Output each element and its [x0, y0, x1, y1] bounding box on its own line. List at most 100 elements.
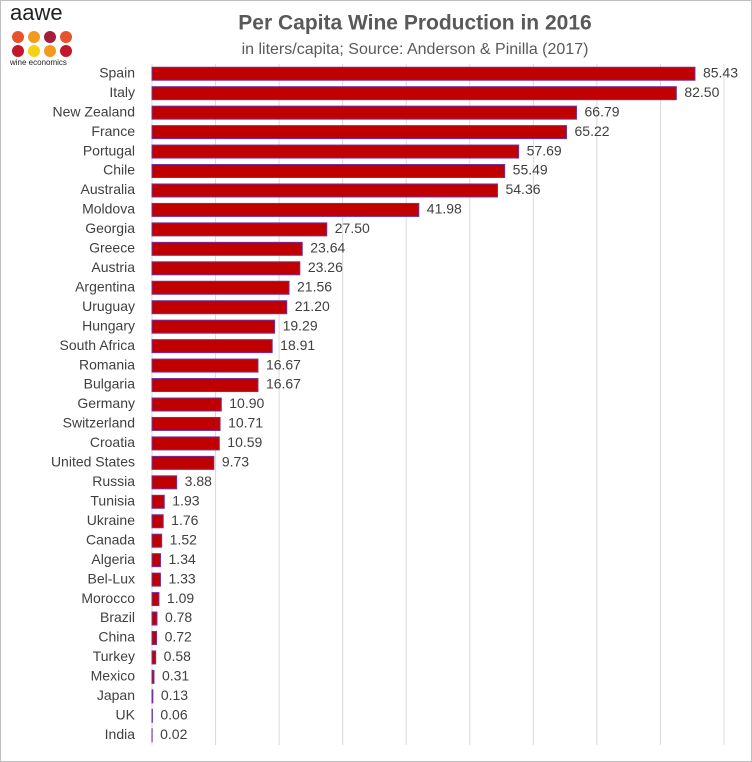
value-label: 1.33 [168, 570, 195, 586]
value-label: 55.49 [513, 162, 548, 178]
value-label: 10.59 [227, 434, 262, 450]
y-tick-label: Greece [89, 240, 135, 256]
value-label: 1.52 [170, 531, 197, 547]
y-tick-label: Argentina [75, 278, 135, 294]
y-tick-label: Japan [97, 687, 135, 703]
y-tick-label: Austria [91, 259, 135, 275]
logo-text: aawe [10, 0, 63, 25]
y-tick-label: Switzerland [63, 415, 135, 431]
bar [151, 319, 276, 334]
y-tick-label: Germany [77, 395, 135, 411]
bar [151, 66, 696, 81]
bar [151, 611, 158, 626]
y-tick-label: Hungary [82, 317, 135, 333]
bar [151, 241, 303, 256]
y-tick-label: New Zealand [53, 103, 136, 119]
y-tick-label: Romania [79, 356, 135, 372]
logo-dot [60, 31, 72, 43]
logo-dot [12, 31, 24, 43]
logo-dot [28, 45, 40, 57]
bar [151, 669, 155, 684]
bar [151, 455, 215, 470]
value-label: 16.67 [266, 376, 301, 392]
logo: aawe wine economics [9, 0, 72, 67]
value-label: 0.06 [160, 707, 187, 723]
value-label: 65.22 [575, 123, 610, 139]
value-label: 0.31 [162, 668, 189, 684]
value-label: 85.43 [703, 64, 738, 80]
value-label: 1.93 [172, 492, 199, 508]
value-label: 10.90 [229, 395, 264, 411]
value-label: 10.71 [228, 415, 263, 431]
bar [151, 280, 290, 295]
value-label: 9.73 [222, 454, 249, 470]
value-label: 82.50 [684, 84, 719, 100]
value-label: 66.79 [584, 103, 619, 119]
value-label: 18.91 [280, 337, 315, 353]
value-label: 1.09 [167, 590, 194, 606]
bar [151, 553, 162, 568]
logo-dot [28, 31, 40, 43]
bar [151, 397, 222, 412]
bar [151, 572, 161, 587]
bar [151, 125, 568, 140]
bar [151, 494, 165, 509]
chart-subtitle: in liters/capita; Source: Anderson & Pin… [242, 41, 589, 58]
y-tick-label: United States [51, 454, 135, 470]
bar [151, 183, 498, 198]
y-tick-label: Moldova [82, 201, 135, 217]
bar [151, 144, 520, 159]
y-tick-label: Turkey [93, 648, 135, 664]
bar [151, 475, 178, 490]
bar [151, 105, 577, 120]
bar [151, 300, 288, 315]
value-label: 21.56 [297, 278, 332, 294]
y-tick-label: Russia [92, 473, 135, 489]
bar [151, 339, 273, 354]
y-tick-label: Italy [109, 84, 135, 100]
y-tick-label: Brazil [100, 609, 135, 625]
value-label: 57.69 [527, 142, 562, 158]
bar [151, 514, 164, 529]
value-label: 27.50 [335, 220, 370, 236]
y-tick-label: China [98, 629, 135, 645]
bar [151, 630, 158, 645]
logo-dot [44, 45, 56, 57]
bar [151, 416, 221, 431]
value-label: 19.29 [283, 317, 318, 333]
y-tick-label: Bel-Lux [88, 570, 135, 586]
bar [151, 689, 154, 704]
y-tick-label: Algeria [91, 551, 135, 567]
bar [151, 86, 677, 101]
value-label: 0.78 [165, 609, 192, 625]
y-tick-label: Chile [103, 162, 135, 178]
y-tick-label: Tunisia [90, 492, 135, 508]
value-label: 23.64 [310, 240, 345, 256]
bar [151, 592, 160, 607]
bar [151, 436, 220, 451]
logo-dot [44, 31, 56, 43]
y-tick-label: Mexico [91, 668, 136, 684]
y-tick-label: Ukraine [87, 512, 135, 528]
logo-dot [12, 45, 24, 57]
value-label: 1.34 [169, 551, 196, 567]
y-tick-label: Morocco [81, 590, 135, 606]
value-label: 16.67 [266, 356, 301, 372]
bar [151, 261, 301, 276]
bar [151, 650, 157, 665]
value-label: 1.76 [171, 512, 198, 528]
y-tick-label: Croatia [90, 434, 135, 450]
value-label: 21.20 [295, 298, 330, 314]
y-tick-label: South Africa [60, 337, 136, 353]
y-tick-label: India [105, 726, 136, 742]
value-label: 23.26 [308, 259, 343, 275]
y-tick-label: Portugal [83, 142, 135, 158]
y-tick-label: Uruguay [82, 298, 135, 314]
bar [151, 222, 328, 237]
logo-dot [60, 45, 72, 57]
value-label: 0.02 [160, 726, 187, 742]
y-tick-label: Georgia [85, 220, 135, 236]
y-tick-label: France [91, 123, 135, 139]
bar [151, 533, 163, 548]
